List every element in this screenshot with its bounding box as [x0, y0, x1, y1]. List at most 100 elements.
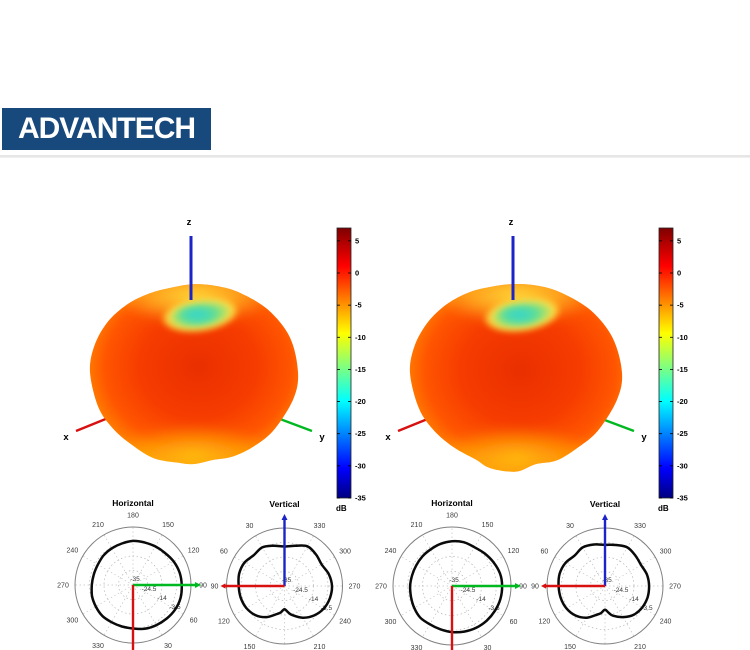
polar-spoke	[422, 585, 453, 638]
angle-tick-label: 330	[411, 645, 423, 650]
polar-title: Horizontal	[112, 498, 154, 508]
radial-tick-label: -24.5	[614, 587, 629, 594]
angle-tick-label: 270	[669, 584, 681, 591]
angle-tick-label: 210	[314, 644, 326, 650]
radial-tick-label: -35	[449, 577, 459, 584]
polar-spoke	[234, 556, 285, 587]
angle-tick-label: 60	[540, 549, 548, 556]
angle-tick-label: 150	[564, 644, 576, 650]
blob-dimple-inner	[173, 304, 221, 325]
advantech-logo: ADVANTECH	[2, 108, 211, 150]
radial-tick-label: -3.5	[321, 605, 333, 612]
radial-tick-label: -14	[629, 596, 639, 603]
angle-tick-label: 180	[127, 513, 139, 520]
polar-spoke	[284, 535, 314, 587]
colorbar-tick-label: -15	[355, 365, 366, 374]
3d-plot: z x y	[385, 217, 647, 472]
angle-tick-label: 30	[246, 523, 254, 530]
angle-tick-label: 60	[220, 549, 228, 556]
3d-plot: z x y	[63, 217, 325, 465]
angle-tick-label: 300	[660, 549, 672, 556]
colorbar: 5 0 -5 -10 -15 -20 -25 -30 -35 dB	[658, 227, 688, 513]
polar-spoke	[422, 534, 453, 587]
polar-spoke	[234, 585, 285, 616]
angle-tick-label: 60	[510, 619, 518, 626]
angle-tick-label: 120	[508, 548, 520, 555]
polar-spoke	[604, 585, 656, 616]
angle-tick-label: 180	[446, 513, 458, 520]
colorbar-tick-label: -5	[355, 301, 362, 310]
axis-label-y: y	[319, 432, 325, 443]
colorbar-tick-label: -30	[677, 461, 688, 470]
angle-tick-label: 240	[67, 548, 79, 555]
polar-spoke	[284, 556, 335, 587]
angle-tick-label: 150	[162, 522, 174, 529]
angle-tick-label: 300	[339, 549, 351, 556]
axis-label-z: z	[509, 217, 514, 228]
polar-spoke	[82, 584, 134, 615]
polar-axis-arrowhead-blue	[281, 514, 288, 520]
colorbar-tick-label: -15	[677, 365, 688, 374]
colorbar-tick-label: -25	[677, 429, 688, 438]
polar-spoke	[400, 556, 453, 587]
polar-spoke	[132, 555, 184, 586]
polar-spoke	[554, 585, 606, 616]
angle-tick-label: 210	[411, 522, 423, 529]
angle-tick-label: 300	[385, 619, 397, 626]
radial-tick-label: -14	[476, 596, 486, 603]
colorbar-tick-label: 0	[677, 269, 681, 278]
angle-tick-label: 60	[190, 618, 198, 625]
axis-label-z: z	[187, 217, 192, 228]
angle-tick-label: 90	[531, 584, 539, 591]
colorbar-bar	[336, 227, 352, 499]
colorbar-bar	[658, 227, 674, 499]
axis-label-y: y	[641, 432, 647, 443]
radial-tick-label: -3.5	[641, 605, 653, 612]
radial-tick-label: -35	[282, 577, 292, 584]
angle-tick-label: 120	[539, 619, 551, 626]
angle-tick-label: 210	[92, 522, 104, 529]
colorbar-tick-label: -10	[677, 333, 688, 342]
polar-axis-arrowhead-red	[541, 583, 546, 589]
axis-label-x: x	[385, 432, 391, 443]
polar-spoke	[604, 556, 656, 587]
blob-shading	[425, 283, 607, 472]
polar-spoke	[132, 534, 163, 586]
radial-tick-label: -35	[130, 576, 140, 583]
angle-tick-label: 120	[218, 619, 230, 626]
colorbar: 5 0 -5 -10 -15 -20 -25 -30 -35 dB	[336, 227, 366, 513]
polar-title: Vertical	[590, 499, 620, 509]
radiation-blob	[409, 283, 623, 472]
angle-tick-label: 150	[244, 644, 256, 650]
polar-title: Vertical	[269, 499, 299, 509]
angle-tick-label: 210	[634, 644, 646, 650]
angle-tick-label: 240	[660, 619, 672, 626]
colorbar-tick-label: -10	[355, 333, 366, 342]
angle-tick-label: 270	[349, 584, 361, 591]
polar-plot-vertical: Vertical 30 60 90 120 150 210 240 270 300 330 -35-2…	[211, 499, 361, 650]
polar-axis-arrowhead-red	[220, 583, 226, 589]
angle-tick-label: 240	[385, 548, 397, 555]
blob-bottom-glow	[105, 424, 283, 465]
angle-tick-label: 270	[375, 584, 387, 591]
colorbar-tick-label: -20	[355, 397, 366, 406]
polar-spoke	[82, 555, 134, 586]
polar-spoke	[604, 585, 635, 637]
angle-tick-label: 30	[566, 523, 574, 530]
logo-text: ADVANTECH	[17, 112, 196, 145]
radial-tick-label: -3.5	[488, 605, 500, 612]
angle-tick-label: 90	[519, 584, 527, 591]
polar-title: Horizontal	[431, 498, 473, 508]
colorbar-tick-label: -35	[355, 494, 366, 503]
radial-tick-label: -14	[157, 595, 167, 602]
blob-shading	[105, 284, 283, 465]
angle-tick-label: 330	[314, 523, 326, 530]
colorbar-tick-label: -20	[677, 397, 688, 406]
polar-plot-horizontal: Horizontal 180 210 240 270 300 330 30 60 90 120 150…	[375, 498, 527, 650]
radial-tick-label: -24.5	[461, 587, 476, 594]
pattern-curve	[237, 544, 334, 619]
pattern-curve	[557, 543, 651, 619]
colorbar-tick-label: 0	[355, 269, 359, 278]
angle-tick-label: 120	[188, 548, 200, 555]
